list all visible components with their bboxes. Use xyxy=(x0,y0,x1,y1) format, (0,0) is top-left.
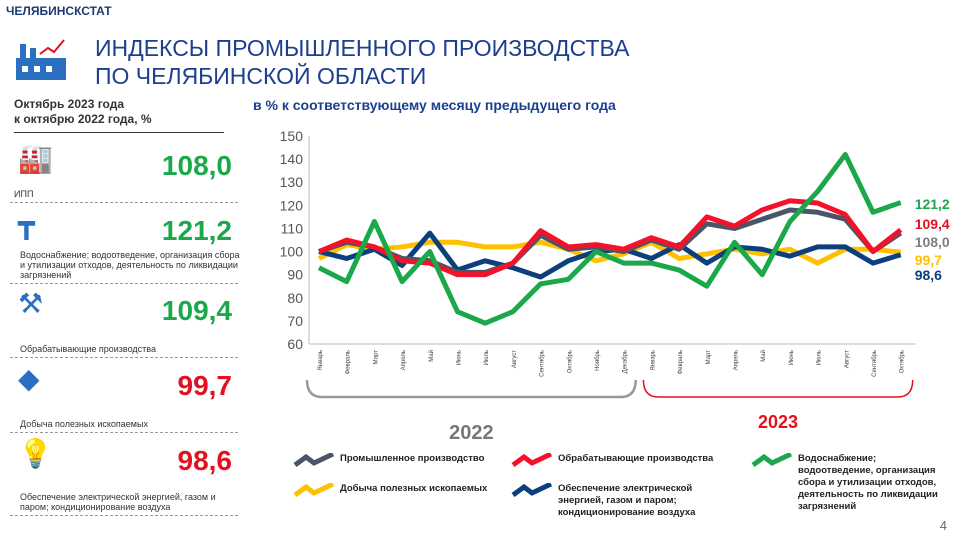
y-tick-label: 110 xyxy=(281,220,304,236)
y-tick-label: 120 xyxy=(280,197,304,213)
indicator-value: 121,2 xyxy=(161,215,232,246)
indicator-4: 💡 98,6 Обеспечение электрической энергие… xyxy=(10,435,238,516)
end-value-label: 108,0 xyxy=(915,234,950,250)
x-tick-label: Май xyxy=(428,350,435,362)
x-tick-label: Февраль xyxy=(678,350,684,374)
x-tick-label: Февраль xyxy=(346,350,352,374)
indicator-label: Водоснабжение; водоотведение, организаци… xyxy=(20,250,240,280)
factory-icon: 🏭 xyxy=(18,143,53,174)
indicator-label: ИПП xyxy=(14,189,34,199)
legend-label: Обеспечение электрической энергией, газо… xyxy=(558,483,696,518)
page-title: ИНДЕКСЫ ПРОМЫШЛЕННОГО ПРОИЗВОДСТВА ПО ЧЕЛ… xyxy=(95,35,630,89)
y-tick-label: 150 xyxy=(280,128,304,144)
legend-swatch xyxy=(751,453,793,467)
legend-swatch xyxy=(293,453,335,467)
x-tick-label: Январь xyxy=(650,350,656,371)
x-tick-label: Август xyxy=(512,350,518,368)
divider xyxy=(14,132,224,133)
indicator-value: 99,7 xyxy=(177,370,233,401)
legend-label: Обрабатывающие производства xyxy=(558,453,714,464)
org-name: ЧЕЛЯБИНСКСТАТ xyxy=(6,4,112,18)
x-tick-label: Июль xyxy=(817,350,823,365)
end-value-label: 98,6 xyxy=(915,267,942,283)
series-line-1 xyxy=(317,151,902,326)
legend-swatch xyxy=(293,483,335,497)
y-tick-label: 140 xyxy=(280,151,304,167)
x-tick-label: Октябрь xyxy=(900,350,906,373)
end-value-label: 99,7 xyxy=(915,252,942,268)
indicator-label: Обеспечение электрической энергией, газо… xyxy=(20,492,216,512)
year-label: 2023 xyxy=(758,412,798,432)
indicator-1: ┳ 121,2 Водоснабжение; водоотведение, ор… xyxy=(10,205,240,284)
legend-label: Промышленное производство xyxy=(340,453,485,464)
bracket-2023 xyxy=(642,379,914,398)
end-value-label: 109,4 xyxy=(915,216,950,232)
indicator-value: 108,0 xyxy=(161,150,232,181)
legend-label: Добыча полезных ископаемых xyxy=(340,483,488,494)
x-tick-label: Июнь xyxy=(789,350,795,365)
y-tick-label: 60 xyxy=(287,336,303,352)
y-tick-label: 70 xyxy=(287,313,303,329)
page-number: 4 xyxy=(939,518,947,533)
x-tick-label: Сентябрь xyxy=(540,350,546,377)
factory-chart-logo-icon xyxy=(16,39,66,80)
x-tick-label: Декабрь xyxy=(623,350,629,373)
indicator-0: 🏭 108,0 ИПП xyxy=(10,140,238,203)
series-line-2 xyxy=(318,198,903,278)
x-tick-label: Август xyxy=(844,350,850,368)
period-label: Октябрь 2023 года к октябрю 2022 года, % xyxy=(14,97,152,126)
y-tick-label: 100 xyxy=(280,244,304,260)
x-tick-label: Апрель xyxy=(401,350,407,370)
y-tick-label: 80 xyxy=(287,290,303,306)
y-tick-label: 90 xyxy=(287,267,303,283)
indicator-label: Обрабатывающие производства xyxy=(20,344,156,354)
x-tick-label: Май xyxy=(760,350,767,362)
x-tick-label: Сентябрь xyxy=(872,350,878,377)
indicator-label: Добыча полезных ископаемых xyxy=(20,419,148,429)
x-tick-label: Июнь xyxy=(457,350,463,365)
y-tick-label: 130 xyxy=(280,174,304,190)
indicator-2: ⚒ 109,4 Обрабатывающие производства xyxy=(10,285,238,358)
legend-swatch xyxy=(511,453,553,467)
water-pipe-icon: ┳ xyxy=(18,208,35,239)
x-tick-label: Март xyxy=(373,350,379,365)
x-tick-label: Октябрь xyxy=(567,350,573,373)
indicator-3: ◆ 99,7 Добыча полезных ископаемых xyxy=(10,360,238,433)
hammer-gear-icon: ⚒ xyxy=(18,288,44,319)
x-tick-label: Март xyxy=(706,350,712,365)
bracket-2022 xyxy=(305,379,637,399)
legend-label: Водоснабжение; водоотведение, организаци… xyxy=(798,453,938,512)
chart-subtitle: в % к соответствующему месяцу предыдущег… xyxy=(253,97,616,113)
indicator-value: 98,6 xyxy=(177,445,233,476)
x-tick-label: Январь xyxy=(318,350,324,371)
x-tick-label: Ноябрь xyxy=(595,350,601,371)
shovel-diamond-icon: ◆ xyxy=(18,363,40,394)
lightbulb-icon: 💡 xyxy=(18,438,53,469)
x-tick-label: Июль xyxy=(484,350,490,365)
year-label: 2022 xyxy=(449,422,494,444)
indicator-value: 109,4 xyxy=(161,295,232,326)
end-value-label: 121,2 xyxy=(915,196,950,212)
x-tick-label: Апрель xyxy=(734,350,740,370)
legend-swatch xyxy=(511,483,553,497)
line-chart: 60 70 80 90 100 110 120 130 140 150 Январь Февраль М… xyxy=(280,128,950,444)
